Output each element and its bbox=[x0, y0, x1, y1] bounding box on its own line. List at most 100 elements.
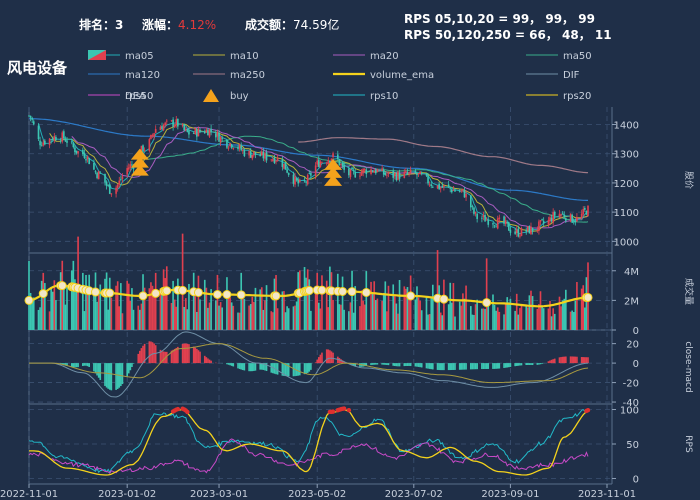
candle-body bbox=[321, 162, 323, 164]
volume-bar bbox=[454, 316, 456, 330]
volume-bar bbox=[310, 310, 312, 330]
volume-bar bbox=[538, 304, 540, 330]
candle-body bbox=[295, 178, 298, 181]
candle-body bbox=[55, 137, 57, 141]
legend-label-rps10: rps10 bbox=[370, 91, 398, 102]
macd-histogram-bar bbox=[83, 363, 86, 366]
candle-body bbox=[194, 128, 197, 134]
volume-bar bbox=[260, 287, 263, 330]
macd-histogram-bar bbox=[186, 343, 189, 364]
macd-histogram-bar bbox=[393, 363, 396, 367]
dea-line bbox=[29, 343, 589, 384]
candle-body bbox=[50, 139, 52, 140]
candle-body bbox=[561, 213, 564, 215]
candle-body bbox=[376, 169, 379, 172]
candle-body bbox=[384, 173, 387, 176]
rps-high-marker bbox=[585, 407, 591, 413]
macd-histogram-bar bbox=[194, 347, 197, 364]
volume-bar bbox=[28, 260, 30, 330]
volume-bar bbox=[482, 308, 485, 330]
volume-bar bbox=[143, 287, 146, 330]
volume-bar bbox=[409, 275, 412, 330]
volume-bar bbox=[552, 308, 554, 330]
macd-axis-label: close-macd bbox=[683, 341, 693, 392]
macd-histogram-bar bbox=[332, 352, 334, 364]
candle-body bbox=[473, 207, 475, 214]
macd-histogram-bar bbox=[93, 363, 95, 372]
candle-body bbox=[371, 170, 374, 172]
volume-bar bbox=[88, 274, 90, 330]
volume-bar bbox=[83, 311, 86, 330]
candle-body bbox=[270, 159, 273, 161]
candle-body bbox=[507, 222, 510, 231]
volume-bar bbox=[276, 308, 279, 330]
volume-bar bbox=[210, 289, 212, 330]
macd-histogram-bar bbox=[207, 358, 209, 364]
candle-body bbox=[273, 157, 276, 164]
candle-body bbox=[525, 229, 528, 232]
candle-body bbox=[569, 213, 572, 222]
macd-histogram-bar bbox=[126, 363, 129, 377]
candle-body bbox=[373, 171, 376, 173]
macd-histogram-bar bbox=[560, 357, 562, 364]
volume-bar bbox=[384, 281, 387, 330]
volume-bar bbox=[31, 298, 33, 330]
macd-histogram-bar bbox=[373, 363, 376, 365]
candle-body bbox=[469, 195, 472, 208]
candle-body bbox=[565, 218, 567, 221]
macd-histogram-bar bbox=[553, 358, 556, 364]
macd-histogram-bar bbox=[316, 359, 319, 364]
candle-body bbox=[32, 121, 35, 125]
macd-histogram-bar bbox=[319, 354, 322, 364]
candle-body bbox=[563, 214, 566, 218]
volume-bar bbox=[287, 308, 290, 330]
volume-bar bbox=[576, 282, 578, 330]
macd-histogram-bar bbox=[587, 357, 589, 364]
candle-body bbox=[386, 174, 388, 176]
candle-body bbox=[460, 190, 463, 192]
macd-histogram-bar bbox=[382, 363, 385, 365]
volume-bar bbox=[503, 314, 505, 330]
candle-body bbox=[541, 219, 543, 221]
macd-histogram-bar bbox=[143, 343, 146, 364]
candle-body bbox=[476, 213, 478, 219]
candle-body bbox=[547, 219, 550, 225]
rps-y-tick-label: 50 bbox=[626, 440, 639, 451]
volume-bar bbox=[175, 306, 178, 330]
macd-histogram-bar bbox=[74, 363, 76, 368]
candle-body bbox=[576, 217, 578, 222]
candle-body bbox=[297, 179, 300, 184]
candle-body bbox=[585, 211, 588, 215]
volume-bar bbox=[481, 308, 483, 330]
volume-bar bbox=[97, 292, 100, 330]
candle-body bbox=[558, 213, 561, 218]
candle-body bbox=[572, 221, 575, 223]
volume-bar bbox=[115, 285, 117, 330]
macd-histogram-bar bbox=[305, 363, 307, 374]
candle-body bbox=[336, 154, 339, 159]
volume-bar bbox=[550, 316, 553, 330]
macd-histogram-bar bbox=[582, 357, 585, 364]
candle-body bbox=[587, 205, 589, 216]
volume-bar bbox=[42, 272, 45, 330]
macd-histogram-bar bbox=[292, 363, 295, 377]
macd-histogram-bar bbox=[569, 356, 572, 364]
candle-body bbox=[150, 134, 152, 139]
volume-bar bbox=[330, 272, 333, 330]
candle-body bbox=[219, 137, 222, 143]
candle-body bbox=[192, 133, 195, 135]
candle-body bbox=[262, 151, 265, 159]
turnover-value: 74.59亿 bbox=[293, 18, 340, 32]
candle-body bbox=[553, 211, 556, 216]
volume-bar bbox=[405, 288, 407, 330]
candle-body bbox=[37, 125, 40, 140]
candle-body bbox=[51, 138, 54, 141]
candle-body bbox=[184, 128, 187, 130]
macd-histogram-bar bbox=[427, 363, 429, 369]
volume-bar bbox=[226, 277, 228, 330]
macd-histogram-bar bbox=[496, 363, 499, 369]
macd-histogram-bar bbox=[517, 363, 520, 366]
volume-bar bbox=[362, 300, 364, 330]
volume-bar bbox=[70, 270, 73, 330]
macd-histogram-bar bbox=[341, 360, 344, 364]
